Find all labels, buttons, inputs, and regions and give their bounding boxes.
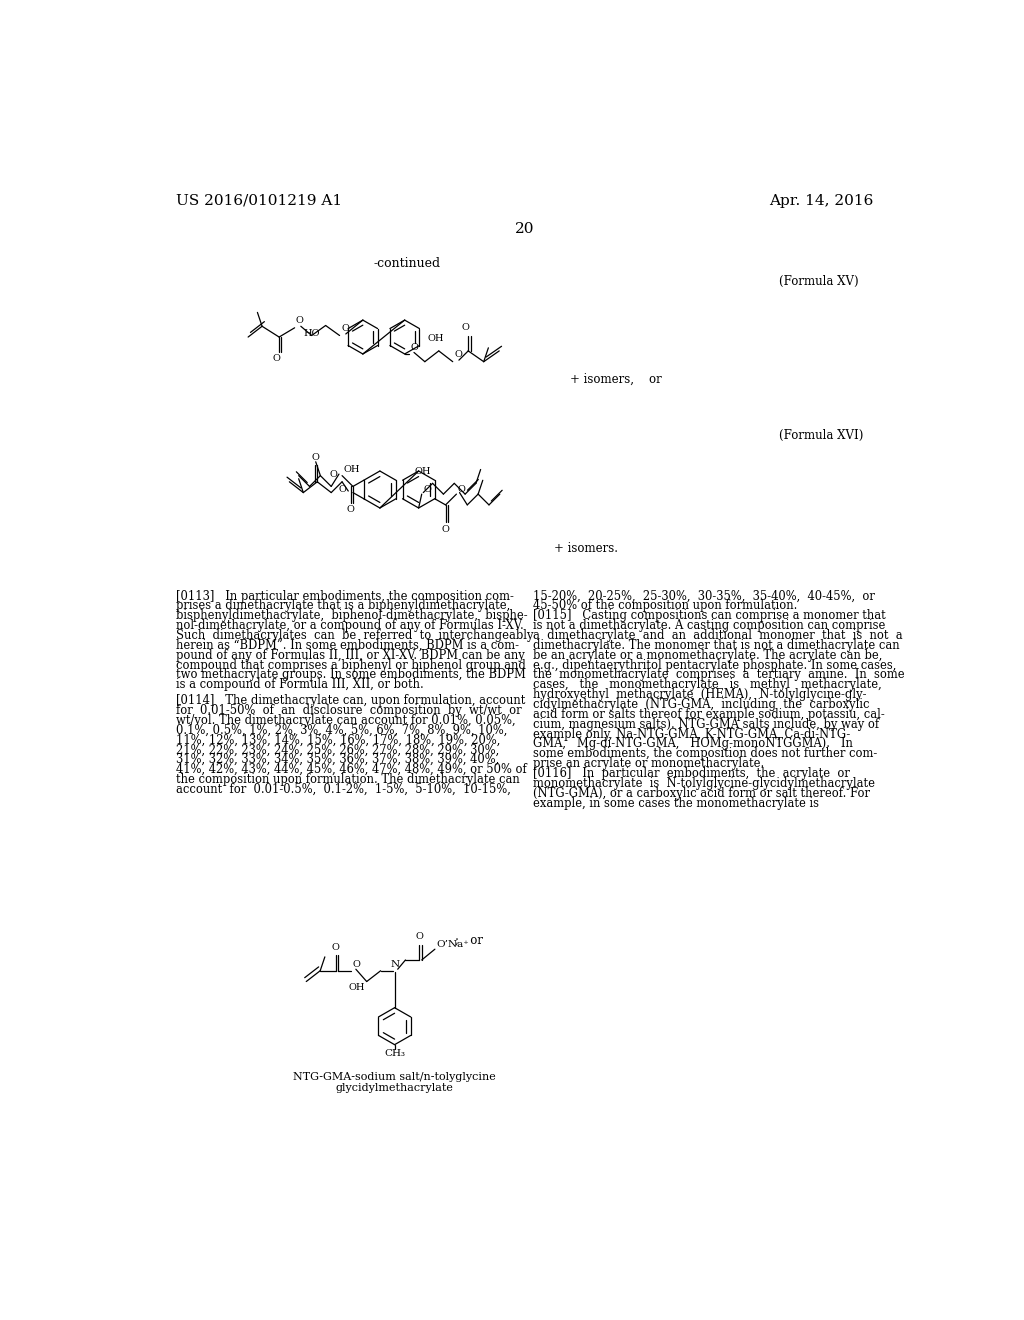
Text: two methacrylate groups. In some embodiments, the BDPM: two methacrylate groups. In some embodim… [176, 668, 526, 681]
Text: O: O [347, 506, 354, 513]
Text: O: O [455, 350, 462, 359]
Text: O: O [341, 325, 349, 333]
Text: O: O [410, 343, 418, 351]
Text: example only, Na-NTG-GMA, K-NTG-GMA, Ca-di-NTG-: example only, Na-NTG-GMA, K-NTG-GMA, Ca-… [532, 727, 850, 741]
Text: cidylmethacrylate  (NTG-GMA,  including  the  carboxylic: cidylmethacrylate (NTG-GMA, including th… [532, 698, 869, 711]
Text: be an acrylate or a monomethacrylate. The acrylate can be,: be an acrylate or a monomethacrylate. Th… [532, 648, 882, 661]
Text: e.g., dipentaerythritol pentacrylate phosphate. In some cases,: e.g., dipentaerythritol pentacrylate pho… [532, 659, 896, 672]
Text: monomethacrylate  is  N-tolylglycine-glycidylmethacrylate: monomethacrylate is N-tolylglycine-glyci… [532, 777, 874, 789]
Text: HO: HO [303, 329, 319, 338]
Text: O: O [423, 484, 431, 494]
Text: pound of any of Formulas II, III, or XI-XV. BDPM can be any: pound of any of Formulas II, III, or XI-… [176, 648, 524, 661]
Text: US 2016/0101219 A1: US 2016/0101219 A1 [176, 194, 342, 207]
Text: OH: OH [427, 334, 444, 343]
Text: nol-dimethacrylate, or a compound of any of Formulas I-XV.: nol-dimethacrylate, or a compound of any… [176, 619, 524, 632]
Text: 45-50% of the composition upon formulation.: 45-50% of the composition upon formulati… [532, 599, 797, 612]
Text: herein as “BDPM”. In some embodiments, BDPM is a com-: herein as “BDPM”. In some embodiments, B… [176, 639, 519, 652]
Text: [0115]   Casting compositions can comprise a monomer that: [0115] Casting compositions can comprise… [532, 610, 886, 622]
Text: for  0.01-50%  of  an  disclosure  composition  by  wt/wt  or: for 0.01-50% of an disclosure compositio… [176, 704, 521, 717]
Text: + isomers.: + isomers. [554, 543, 618, 554]
Text: wt/vol. The dimethacrylate can account for 0.01%, 0.05%,: wt/vol. The dimethacrylate can account f… [176, 714, 516, 727]
Text: acid form or salts thereof for example sodium, potassiu, cal-: acid form or salts thereof for example s… [532, 708, 885, 721]
Text: -continued: -continued [374, 257, 440, 271]
Text: 0.1%, 0.5%, 1%, 2%, 3%, 4%, 5%, 6%, 7%, 8%, 9%, 10%,: 0.1%, 0.5%, 1%, 2%, 3%, 4%, 5%, 6%, 7%, … [176, 723, 508, 737]
Text: (Formula XVI): (Formula XVI) [779, 429, 863, 442]
Text: prise an acrylate or monomethacrylate.: prise an acrylate or monomethacrylate. [532, 758, 764, 770]
Text: O: O [462, 323, 470, 333]
Text: hydroxyethyl  methacrylate  (HEMA),  N-tolylglycine-gly-: hydroxyethyl methacrylate (HEMA), N-toly… [532, 688, 866, 701]
Text: O: O [295, 317, 303, 325]
Text: bisphenyldimethacrylate,  biphenol-dimethacrylate,  bisphe-: bisphenyldimethacrylate, biphenol-dimeth… [176, 610, 527, 622]
Text: O: O [272, 354, 281, 363]
Text: NTG-GMA-sodium salt/n-tolyglycine: NTG-GMA-sodium salt/n-tolyglycine [293, 1072, 496, 1082]
Text: O: O [332, 944, 340, 952]
Text: + isomers,    or: + isomers, or [569, 372, 662, 385]
Text: (NTG-GMA), or a carboxylic acid form or salt thereof. For: (NTG-GMA), or a carboxylic acid form or … [532, 787, 869, 800]
Text: O: O [416, 932, 423, 941]
Text: 31%, 32%, 33%, 34%, 35%, 36%, 37%, 38%, 39%, 40%,: 31%, 32%, 33%, 34%, 35%, 36%, 37%, 38%, … [176, 754, 500, 766]
Text: [0114]   The dimethacrylate can, upon formulation, account: [0114] The dimethacrylate can, upon form… [176, 694, 525, 708]
Text: 20: 20 [515, 222, 535, 235]
Text: ;   or: ; or [455, 933, 483, 946]
Text: example, in some cases the monomethacrylate is: example, in some cases the monomethacryl… [532, 796, 818, 809]
Text: O: O [330, 470, 338, 479]
Text: [0113]   In particular embodiments, the composition com-: [0113] In particular embodiments, the co… [176, 590, 514, 603]
Text: 21%, 22%, 23%, 24%, 25%, 26%, 27%, 28%, 29%, 30%,: 21%, 22%, 23%, 24%, 25%, 26%, 27%, 28%, … [176, 743, 500, 756]
Text: is a compound of Formula III, XII, or both.: is a compound of Formula III, XII, or bo… [176, 678, 424, 692]
Text: N: N [390, 960, 399, 969]
Text: a  dimethacrylate  and  an  additional  monomer  that  is  not  a: a dimethacrylate and an additional monom… [532, 630, 902, 642]
Text: cium, magnesium salts). NTG-GMA salts include, by way of: cium, magnesium salts). NTG-GMA salts in… [532, 718, 879, 731]
Text: is not a dimethacrylate. A casting composition can comprise: is not a dimethacrylate. A casting compo… [532, 619, 885, 632]
Text: dimethacrylate. The monomer that is not a dimethacrylate can: dimethacrylate. The monomer that is not … [532, 639, 899, 652]
Text: CH₃: CH₃ [384, 1049, 406, 1059]
Text: OH: OH [344, 465, 360, 474]
Text: O: O [352, 960, 360, 969]
Text: O: O [339, 484, 347, 494]
Text: cases,   the   monomethacrylate   is   methyl   methacrylate,: cases, the monomethacrylate is methyl me… [532, 678, 882, 692]
Text: (Formula XV): (Formula XV) [779, 276, 859, 289]
Text: [0116]   In  particular  embodiments,  the  acrylate  or: [0116] In particular embodiments, the ac… [532, 767, 850, 780]
Text: O’Na⁺: O’Na⁺ [436, 940, 469, 949]
Text: Apr. 14, 2016: Apr. 14, 2016 [769, 194, 873, 207]
Text: OH: OH [415, 467, 431, 475]
Text: account  for  0.01-0.5%,  0.1-2%,  1-5%,  5-10%,  10-15%,: account for 0.01-0.5%, 0.1-2%, 1-5%, 5-1… [176, 783, 511, 796]
Text: the composition upon formulation. The dimethacrylate can: the composition upon formulation. The di… [176, 774, 520, 785]
Text: 41%, 42%, 43%, 44%, 45%, 46%, 47%, 48%, 49%, or 50% of: 41%, 42%, 43%, 44%, 45%, 46%, 47%, 48%, … [176, 763, 526, 776]
Text: some embodiments, the composition does not further com-: some embodiments, the composition does n… [532, 747, 877, 760]
Text: 15-20%,  20-25%,  25-30%,  30-35%,  35-40%,  40-45%,  or: 15-20%, 20-25%, 25-30%, 30-35%, 35-40%, … [532, 590, 874, 603]
Text: O: O [311, 453, 318, 462]
Text: O: O [458, 484, 466, 494]
Text: glycidylmethacrylate: glycidylmethacrylate [336, 1084, 454, 1093]
Text: 11%, 12%, 13%, 14%, 15%, 16%, 17%, 18%, 19%, 20%,: 11%, 12%, 13%, 14%, 15%, 16%, 17%, 18%, … [176, 734, 501, 747]
Text: Such  dimethacrylates  can  be  referred  to  interchangeably: Such dimethacrylates can be referred to … [176, 630, 534, 642]
Text: compound that comprises a biphenyl or biphenol group and: compound that comprises a biphenyl or bi… [176, 659, 526, 672]
Text: prises a dimethacrylate that is a biphenyldimethacrylate,: prises a dimethacrylate that is a biphen… [176, 599, 510, 612]
Text: GMA,   Mg-di-NTG-GMA,   HOMg-monoNTGGMA).   In: GMA, Mg-di-NTG-GMA, HOMg-monoNTGGMA). In [532, 738, 852, 751]
Text: OH: OH [348, 983, 366, 993]
Text: the  monomethacrylate  comprises  a  tertiary  amine.  In  some: the monomethacrylate comprises a tertiar… [532, 668, 904, 681]
Text: O: O [441, 525, 450, 533]
